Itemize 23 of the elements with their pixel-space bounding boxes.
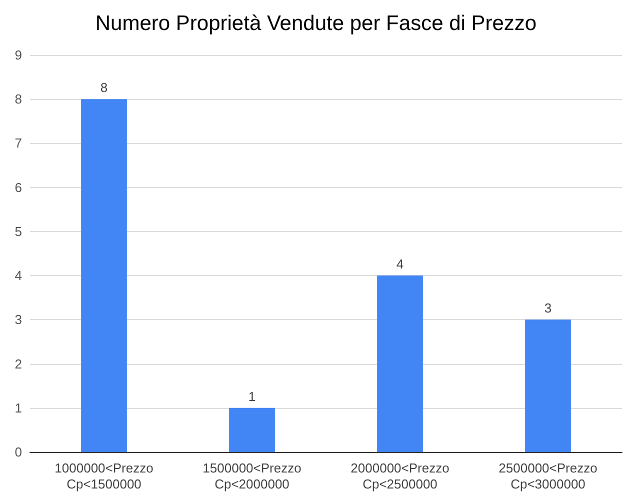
y-tick-label: 1 bbox=[14, 400, 22, 416]
y-tick-label: 6 bbox=[14, 180, 22, 195]
bar bbox=[229, 408, 275, 452]
y-tick-label: 9 bbox=[14, 48, 22, 62]
x-tick-label: 1500000<Prezzo Cp<2000000 bbox=[202, 460, 302, 492]
y-tick-label: 5 bbox=[14, 224, 22, 239]
chart-title: Numero Proprietà Vendute per Fasce di Prezzo bbox=[95, 12, 537, 35]
y-tick-label: 0 bbox=[14, 444, 22, 460]
x-tick-label: 2500000<Prezzo Cp<3000000 bbox=[498, 460, 598, 492]
y-tick-label: 4 bbox=[14, 268, 22, 284]
y-tick-label: 3 bbox=[14, 312, 22, 328]
y-tick-label: 8 bbox=[14, 92, 22, 107]
bar bbox=[377, 276, 423, 452]
data-label: 8 bbox=[100, 80, 108, 96]
data-label: 3 bbox=[544, 300, 552, 316]
x-tick-label: 2000000<Prezzo Cp<2500000 bbox=[350, 460, 450, 492]
y-tick-label: 7 bbox=[14, 136, 22, 151]
bar bbox=[525, 320, 571, 452]
bar bbox=[81, 99, 127, 452]
x-tick-label: 1000000<Prezzo Cp<1500000 bbox=[54, 460, 154, 492]
data-label: 4 bbox=[396, 256, 404, 272]
data-label: 1 bbox=[248, 388, 256, 404]
y-tick-label: 2 bbox=[14, 356, 22, 372]
